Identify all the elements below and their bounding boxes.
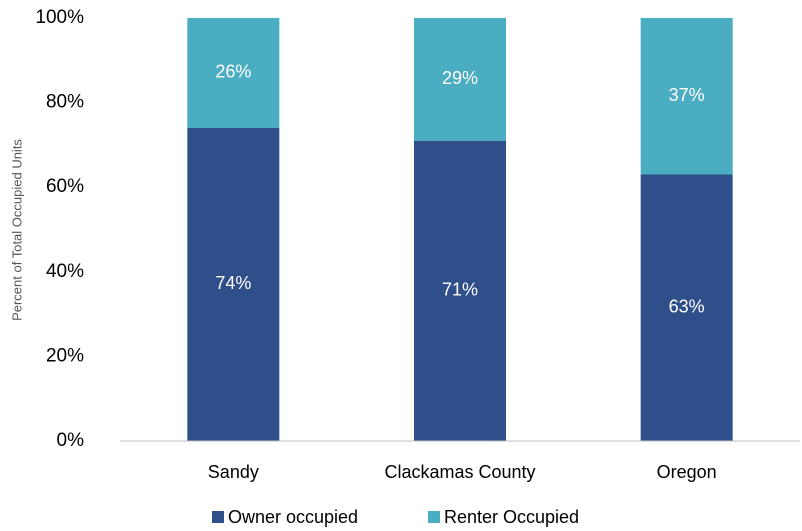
data-label: 74% — [215, 273, 251, 293]
legend-label: Renter Occupied — [444, 507, 579, 527]
y-tick-label: 60% — [46, 176, 84, 197]
data-label: 37% — [669, 85, 705, 105]
y-axis-title: Percent of Total Occupied Units — [9, 139, 24, 321]
data-label: 26% — [215, 62, 251, 82]
bar-segment — [640, 18, 733, 175]
bar-segment — [187, 127, 280, 441]
data-label: 71% — [442, 280, 478, 300]
x-tick-label: Sandy — [208, 462, 259, 482]
data-label: 29% — [442, 68, 478, 88]
y-tick-label: 100% — [35, 7, 84, 28]
legend-swatch — [428, 511, 440, 523]
y-tick-label: 80% — [46, 92, 84, 113]
data-label: 63% — [669, 297, 705, 317]
x-tick-label: Clackamas County — [384, 462, 535, 482]
legend-swatch — [212, 511, 224, 523]
y-tick-label: 40% — [46, 261, 84, 282]
bar-segment — [414, 18, 506, 141]
y-tick-label: 20% — [46, 345, 84, 366]
bar-segment — [414, 140, 506, 442]
bar-segment — [640, 174, 733, 441]
legend-label: Owner occupied — [228, 507, 358, 527]
x-tick-label: Oregon — [657, 462, 717, 482]
bar-segment — [187, 18, 280, 128]
y-tick-label: 0% — [57, 430, 85, 451]
